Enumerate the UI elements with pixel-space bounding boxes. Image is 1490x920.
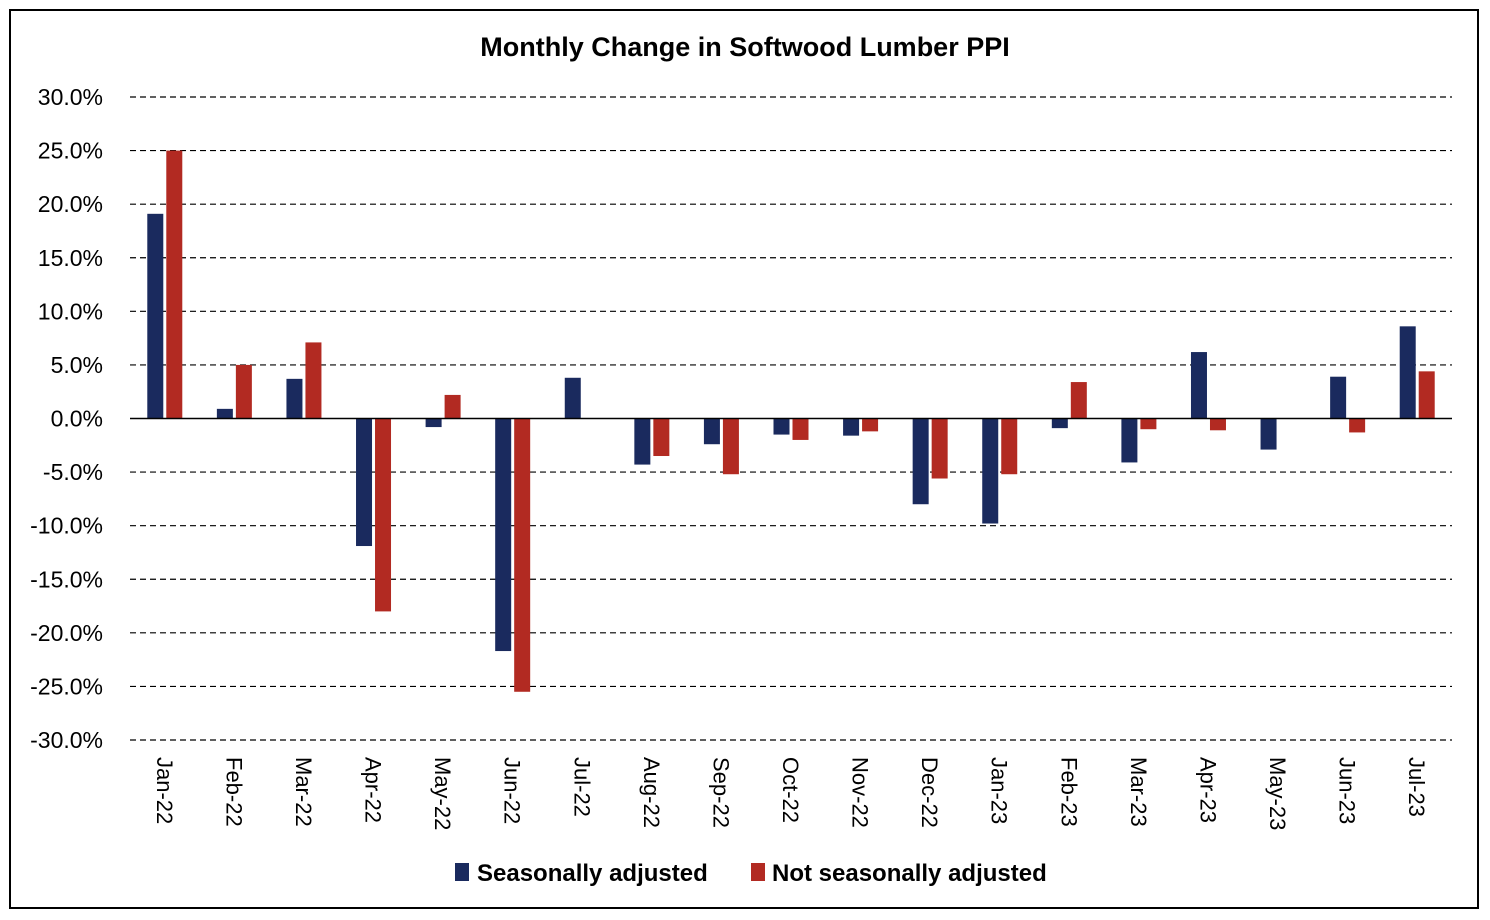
x-tick-label: Jul-22 <box>569 757 594 817</box>
bar-seasonally-adjusted-feb-23 <box>1051 418 1068 429</box>
y-axis-tick-labels: 30.0% 25.0% 20.0% 15.0% 10.0% 5.0% 0.0% -5.0% -1… <box>30 84 103 753</box>
chart-title: Monthly Change in Softwood Lumber PPI <box>480 32 1009 62</box>
bar-not-seasonally-adjusted-aug-22 <box>653 418 670 457</box>
y-tick-label: 25.0% <box>38 138 103 164</box>
y-tick-label: 5.0% <box>51 352 103 378</box>
x-tick-label: Dec-22 <box>917 757 942 828</box>
bar-seasonally-adjusted-jun-22 <box>495 418 512 652</box>
bar-seasonally-adjusted-apr-23 <box>1190 352 1207 419</box>
x-tick-label: Oct-22 <box>778 757 803 823</box>
bar-not-seasonally-adjusted-mar-22 <box>305 342 322 419</box>
bar-seasonally-adjusted-apr-22 <box>356 418 373 547</box>
bar-not-seasonally-adjusted-apr-22 <box>375 418 392 612</box>
bar-not-seasonally-adjusted-jun-23 <box>1349 418 1366 433</box>
x-tick-label: Nov-22 <box>848 757 873 828</box>
chart-frame <box>9 9 1479 909</box>
y-tick-label: 30.0% <box>38 84 103 110</box>
y-tick-label: 10.0% <box>38 298 103 324</box>
y-tick-label: -10.0% <box>30 513 103 539</box>
bar-not-seasonally-adjusted-mar-23 <box>1140 418 1157 430</box>
legend-label-seasonally-adjusted: Seasonally adjusted <box>477 860 708 887</box>
y-tick-label: -25.0% <box>30 673 103 699</box>
y-tick-label: -15.0% <box>30 566 103 592</box>
bars <box>147 150 1435 692</box>
x-tick-label: May-23 <box>1265 757 1290 830</box>
x-tick-label: Apr-22 <box>361 757 386 823</box>
y-tick-label: 15.0% <box>38 245 103 271</box>
bar-not-seasonally-adjusted-feb-22 <box>235 364 252 419</box>
bar-seasonally-adjusted-sep-22 <box>703 418 720 445</box>
x-tick-label: Feb-22 <box>221 757 246 827</box>
bar-seasonally-adjusted-feb-22 <box>216 408 233 419</box>
y-tick-label: -5.0% <box>43 459 103 485</box>
bar-seasonally-adjusted-oct-22 <box>773 418 790 435</box>
bar-seasonally-adjusted-may-23 <box>1260 418 1277 450</box>
bar-not-seasonally-adjusted-jul-23 <box>1418 371 1435 419</box>
bar-not-seasonally-adjusted-nov-22 <box>862 418 879 432</box>
bar-seasonally-adjusted-nov-22 <box>843 418 860 436</box>
gridlines <box>130 96 1452 741</box>
bar-seasonally-adjusted-jul-22 <box>564 377 581 419</box>
x-tick-label: Mar-22 <box>291 757 316 827</box>
bar-seasonally-adjusted-jun-23 <box>1330 376 1347 419</box>
bar-not-seasonally-adjusted-oct-22 <box>792 418 809 440</box>
x-tick-label: Jul-23 <box>1404 757 1429 817</box>
x-tick-label: Jun-23 <box>1335 757 1360 824</box>
bar-not-seasonally-adjusted-may-22 <box>444 394 461 419</box>
bar-seasonally-adjusted-jul-23 <box>1399 326 1416 419</box>
y-tick-label: 20.0% <box>38 191 103 217</box>
x-tick-label: Jan-23 <box>987 757 1012 824</box>
x-axis-tick-labels: Jan-22 Feb-22 Mar-22 Apr-22 May-22 Jun-22 Jul-… <box>152 757 1429 830</box>
bar-not-seasonally-adjusted-jun-22 <box>514 418 531 692</box>
x-tick-label: Mar-23 <box>1126 757 1151 827</box>
bar-not-seasonally-adjusted-apr-23 <box>1209 418 1226 431</box>
legend-swatch-seasonally-adjusted <box>455 863 469 881</box>
bar-not-seasonally-adjusted-jan-22 <box>166 150 183 419</box>
bar-seasonally-adjusted-mar-23 <box>1121 418 1138 463</box>
bar-seasonally-adjusted-mar-22 <box>286 378 303 419</box>
x-tick-label: Sep-22 <box>708 757 733 828</box>
bar-not-seasonally-adjusted-dec-22 <box>931 418 948 479</box>
bar-seasonally-adjusted-jan-23 <box>982 418 999 524</box>
x-tick-label: Aug-22 <box>639 757 664 828</box>
bar-not-seasonally-adjusted-sep-22 <box>722 418 739 475</box>
bar-seasonally-adjusted-aug-22 <box>634 418 651 465</box>
bar-not-seasonally-adjusted-jan-23 <box>1001 418 1018 475</box>
y-tick-label: -30.0% <box>30 727 103 753</box>
x-tick-label: Jun-22 <box>500 757 525 824</box>
legend-label-not-seasonally-adjusted: Not seasonally adjusted <box>772 860 1047 887</box>
y-tick-label: -20.0% <box>30 620 103 646</box>
legend: Seasonally adjusted Not seasonally adjus… <box>455 860 1047 887</box>
bar-seasonally-adjusted-jan-22 <box>147 213 164 419</box>
x-tick-label: Apr-23 <box>1195 757 1220 823</box>
bar-seasonally-adjusted-may-22 <box>425 418 442 428</box>
x-tick-label: Feb-23 <box>1056 757 1081 827</box>
legend-swatch-not-seasonally-adjusted <box>751 863 765 881</box>
x-tick-label: Jan-22 <box>152 757 177 824</box>
bar-not-seasonally-adjusted-feb-23 <box>1070 382 1087 419</box>
x-tick-label: May-22 <box>430 757 455 830</box>
y-tick-label: 0.0% <box>51 406 103 432</box>
bar-seasonally-adjusted-dec-22 <box>912 418 929 505</box>
